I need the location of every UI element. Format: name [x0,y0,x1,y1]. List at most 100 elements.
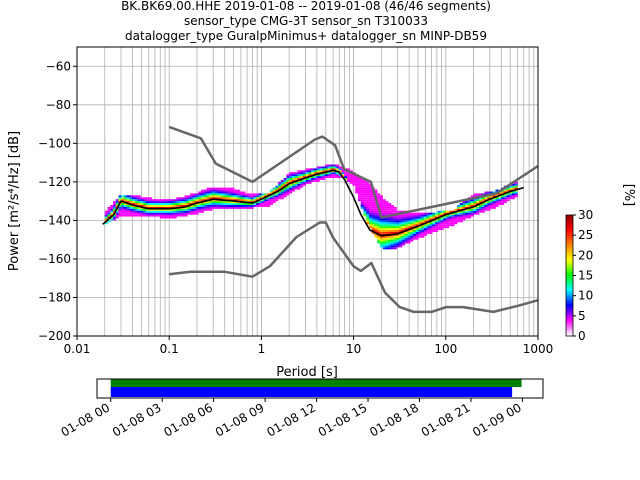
pdf-cell [140,201,144,204]
pdf-cell [382,208,386,211]
pdf-cell [426,231,430,234]
pdf-cell [300,185,304,188]
pdf-cell [437,212,441,215]
pdf-cell [377,228,381,231]
pdf-cell [302,176,306,179]
pdf-cell [501,199,505,202]
pdf-cell [377,195,381,198]
pdf-cell [503,195,507,198]
pdf-cell [338,176,342,179]
pdf-cell [170,216,174,219]
pdf-cell [388,224,392,227]
pdf-cell [371,222,375,225]
pdf-cell [272,199,276,202]
pdf-cell [256,195,260,198]
pdf-cell [404,216,408,219]
pdf-cell [143,199,147,202]
pdf-cell [203,204,207,207]
pdf-cell [352,178,356,180]
pdf-cell [514,191,518,194]
pdf-cell [261,193,265,196]
pdf-cell [286,179,290,182]
pdf-cell [448,216,452,219]
pdf-cell [382,245,386,248]
pdf-cell [107,214,111,217]
pdf-cell [390,224,395,227]
pdf-cell [481,206,485,209]
pdf-cell [220,204,224,207]
pdf-cell [473,201,477,204]
pdf-cell [374,220,378,223]
pdf-cell [327,168,331,171]
pdf-cell [283,179,287,182]
pdf-cell [316,174,320,177]
pdf-cell [335,164,339,167]
pdf-cell [173,201,177,204]
pdf-cell [272,187,276,190]
pdf-cell [242,195,246,198]
pdf-cell [195,193,199,196]
pdf-cell [357,187,361,190]
pdf-cell [368,189,372,192]
pdf-cell [132,214,136,217]
pdf-cell [203,195,207,198]
pdf-cell [382,237,386,240]
pdf-cell [132,199,136,202]
pdf-cell [201,204,205,207]
pdf-cell [393,226,397,229]
pdf-cell [154,201,158,204]
pdf-cell [451,220,455,223]
pdf-cell [371,197,375,200]
pdf-cell [129,197,133,200]
pdf-cell [363,187,367,190]
pdf-cell [352,181,356,184]
pdf-cell [239,206,243,209]
pdf-cell [278,187,282,190]
pdf-cell [154,206,158,209]
pdf-cell [368,224,372,227]
pdf-cell [388,206,392,209]
pdf-cell [374,226,378,229]
pdf-cell [267,199,271,202]
colorbar-tick-label: 20 [578,248,593,262]
pdf-cell [217,201,221,204]
colorbar-segment [566,311,573,315]
pdf-cell [371,206,375,209]
colorbar-segment [566,285,573,289]
low-noise-model-line [169,221,539,314]
pdf-cell [374,222,378,225]
pdf-cell [173,204,177,207]
pdf-cell [379,239,384,242]
pdf-cell [512,185,516,188]
pdf-cell [415,235,419,238]
timeline-tick-label: 01-09 00 [470,400,524,439]
pdf-cell [184,195,188,198]
pdf-cell [212,206,216,209]
pdf-cell [242,197,246,200]
psd-plot-area: 0.01 0.1 1 10 100 1000−200−180−160−140−120−10… [38,46,553,356]
pdf-cell [236,191,240,194]
pdf-cell [121,210,125,213]
pdf-cell [379,199,384,202]
pdf-cell [382,226,386,229]
pdf-cell [382,218,386,221]
timeline-tick-label: 01-08 09 [213,400,267,439]
pdf-cell [319,176,323,179]
pdf-cell [234,193,238,196]
pdf-cell [423,226,428,229]
pdf-cell [300,183,304,186]
pdf-cell [396,230,400,232]
pdf-cell [501,191,505,194]
pdf-cell [302,172,306,175]
pdf-cell [294,181,298,184]
colorbar-segment [566,265,573,268]
pdf-cell [129,208,133,211]
pdf-cell [377,214,381,217]
pdf-cell [454,222,458,225]
pdf-cell [181,212,185,215]
pdf-cell [283,178,287,180]
pdf-cell [286,185,290,188]
pdf-cell [396,222,400,225]
pdf-cell [374,235,378,238]
